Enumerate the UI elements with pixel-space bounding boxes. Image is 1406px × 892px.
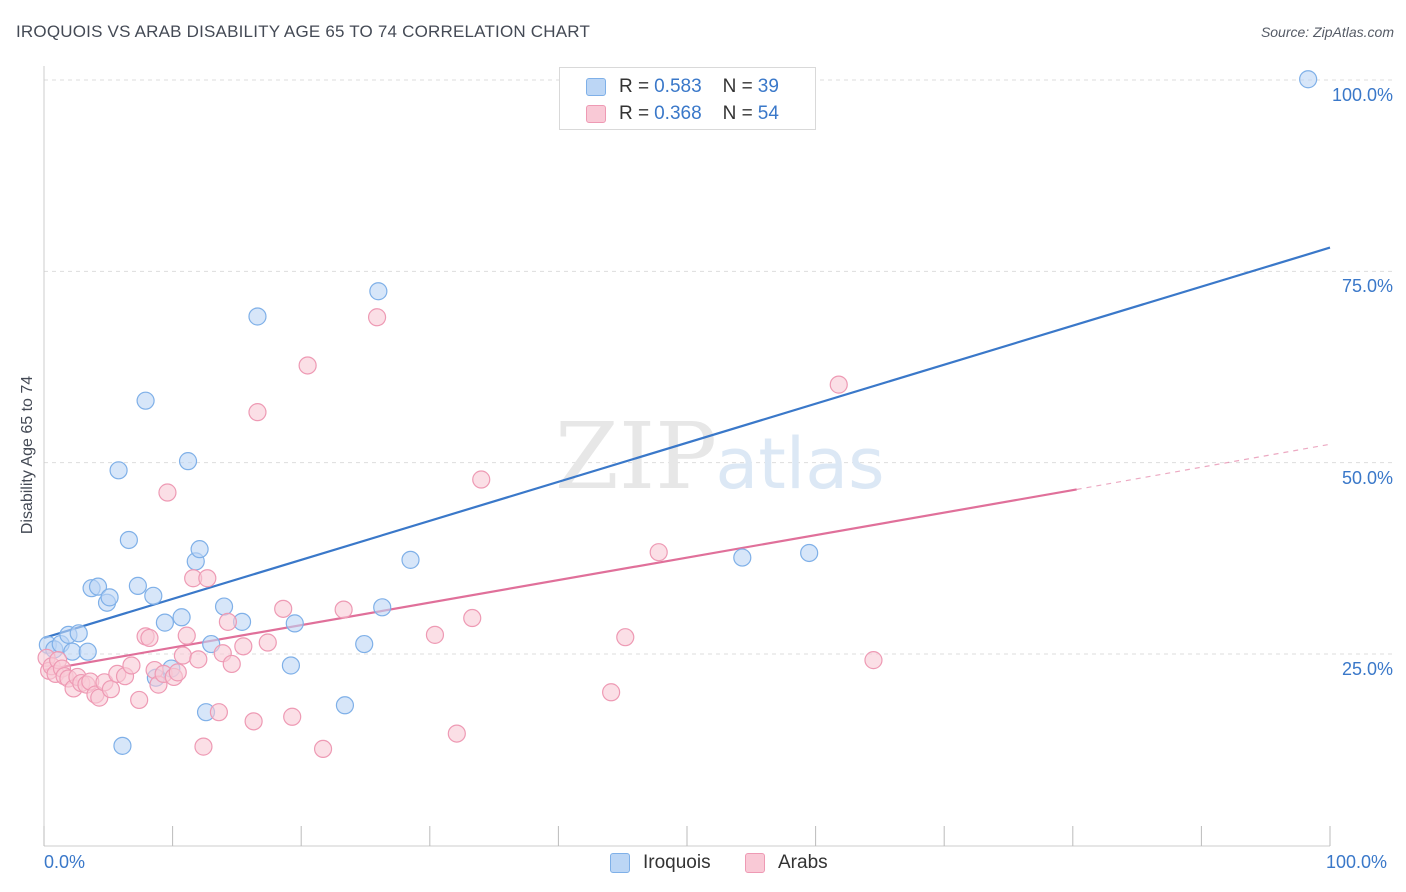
data-point-arabs xyxy=(209,703,228,722)
x-tick-label-max: 100.0% xyxy=(1326,852,1388,872)
data-point-iroquois xyxy=(285,614,304,633)
legend-n-value-arabs: 54 xyxy=(757,103,779,124)
data-point-arabs xyxy=(313,739,333,759)
data-point-iroquois xyxy=(69,624,88,643)
data-point-arabs xyxy=(298,356,317,375)
data-point-iroquois xyxy=(335,696,355,715)
series-legend: Iroquois Arabs xyxy=(0,852,1406,876)
data-point-iroquois xyxy=(369,282,388,301)
data-point-arabs xyxy=(472,470,491,489)
chart-title: IROQUOIS VS ARAB DISABILITY AGE 65 TO 74… xyxy=(16,22,591,41)
data-point-iroquois xyxy=(281,656,301,675)
legend-n-label: N = xyxy=(722,103,753,124)
data-point-iroquois xyxy=(172,608,191,627)
data-point-iroquois xyxy=(88,577,108,596)
data-points xyxy=(37,70,1318,759)
watermark-zip: ZIP xyxy=(555,403,717,510)
data-point-arabs xyxy=(649,543,668,562)
data-point-arabs xyxy=(234,637,253,656)
source-label: Source: ZipAtlas.com xyxy=(1260,24,1394,40)
data-point-iroquois xyxy=(100,588,119,607)
data-point-iroquois xyxy=(1299,70,1318,89)
data-point-arabs xyxy=(140,628,159,648)
data-point-arabs xyxy=(194,737,213,756)
data-point-arabs xyxy=(177,626,196,645)
data-point-arabs xyxy=(864,651,883,670)
watermark: ZIP atlas xyxy=(555,403,885,510)
legend-n-label: N = xyxy=(722,76,753,97)
data-point-iroquois xyxy=(401,550,420,569)
legend-r-label: R = xyxy=(619,103,650,124)
data-point-arabs xyxy=(218,612,237,631)
series-label-iroquois: Iroquois xyxy=(643,852,711,873)
data-point-iroquois xyxy=(373,598,392,617)
watermark-atlas: atlas xyxy=(715,423,884,505)
series-label-arabs: Arabs xyxy=(778,852,828,873)
data-point-iroquois xyxy=(113,736,132,755)
y-tick-label: 50.0% xyxy=(1341,467,1393,488)
data-point-iroquois xyxy=(733,548,752,567)
data-point-arabs xyxy=(463,608,482,628)
axes xyxy=(43,66,1331,847)
legend-r-value-arabs: 0.368 xyxy=(654,103,702,124)
data-point-arabs xyxy=(425,625,445,644)
data-point-arabs xyxy=(198,569,217,588)
data-point-iroquois xyxy=(119,530,138,550)
y-tick-label: 25.0% xyxy=(1341,659,1393,679)
data-point-iroquois xyxy=(248,307,267,326)
data-point-arabs xyxy=(616,628,635,647)
data-point-arabs xyxy=(173,646,192,665)
data-point-arabs xyxy=(158,483,177,502)
data-point-iroquois xyxy=(355,634,374,654)
data-point-arabs xyxy=(258,633,277,652)
data-point-iroquois xyxy=(178,452,198,471)
legend-r-value-iroquois: 0.583 xyxy=(654,76,702,97)
data-point-arabs xyxy=(244,712,263,731)
data-point-arabs xyxy=(222,654,241,674)
data-point-arabs xyxy=(367,308,387,327)
data-point-arabs xyxy=(829,375,848,394)
data-point-iroquois xyxy=(155,613,174,632)
data-point-arabs xyxy=(248,403,267,422)
data-point-iroquois xyxy=(144,586,163,605)
trend-line-extension-arabs xyxy=(1076,443,1331,491)
series-legend-iroquois[interactable]: Iroquois xyxy=(610,852,711,874)
data-point-arabs xyxy=(602,683,621,702)
y-tick-label: 75.0% xyxy=(1341,276,1393,297)
legend-row-arabs: R = 0.368 N = 54 xyxy=(586,102,779,126)
legend-swatch-iroquois xyxy=(586,78,606,96)
data-point-arabs xyxy=(447,724,466,743)
data-point-arabs xyxy=(101,680,120,699)
series-swatch-arabs xyxy=(745,853,765,873)
data-point-iroquois xyxy=(128,576,147,595)
legend-r-label: R = xyxy=(619,76,650,97)
data-point-arabs xyxy=(274,599,293,618)
data-point-iroquois xyxy=(190,540,209,559)
series-swatch-iroquois xyxy=(610,853,630,873)
data-point-iroquois xyxy=(109,461,128,480)
data-point-arabs xyxy=(130,690,149,710)
data-point-arabs xyxy=(122,656,141,675)
legend-row-iroquois: R = 0.583 N = 39 xyxy=(586,75,779,99)
series-arabs-points xyxy=(37,308,883,759)
gridlines xyxy=(44,79,1392,655)
data-point-arabs xyxy=(189,650,208,669)
legend-n-value-iroquois: 39 xyxy=(757,76,779,97)
data-point-iroquois xyxy=(214,597,234,616)
y-tick-label: 100.0% xyxy=(1331,85,1393,105)
data-point-arabs xyxy=(334,600,353,619)
x-tick-label-min: 0.0% xyxy=(44,852,86,872)
data-point-iroquois xyxy=(136,391,155,410)
trend-line-iroquois xyxy=(43,246,1331,639)
series-legend-arabs[interactable]: Arabs xyxy=(745,852,828,874)
data-point-arabs xyxy=(283,707,302,726)
data-point-iroquois xyxy=(800,543,819,563)
legend: R = 0.583 N = 39 R = 0.368 N = 54 xyxy=(559,67,816,130)
data-point-iroquois xyxy=(78,642,97,661)
legend-swatch-arabs xyxy=(586,105,606,123)
data-point-arabs xyxy=(168,663,187,682)
